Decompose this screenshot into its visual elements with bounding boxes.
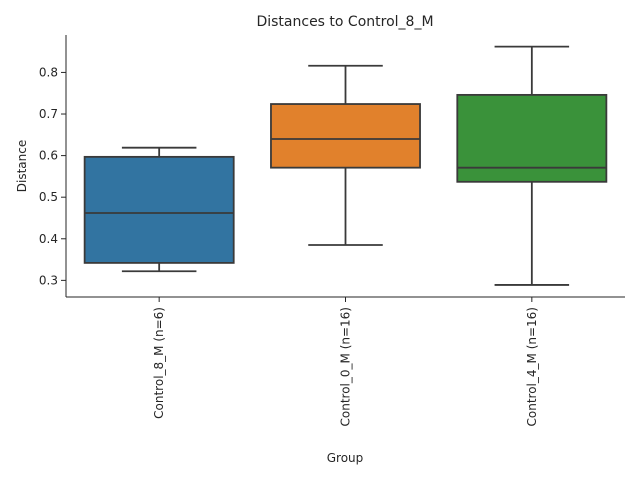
x-tick-label: Control_0_M (n=16) (339, 307, 353, 426)
y-axis-ticks: 0.3 0.4 0.5 0.6 0.7 0.8 (39, 65, 66, 287)
y-tick-label: 0.6 (39, 149, 58, 163)
x-tick-label: Control_8_M (n=6) (152, 307, 166, 419)
x-axis-ticks: Control_8_M (n=6) Control_0_M (n=16) Contr… (152, 297, 539, 426)
box-group (270, 64, 421, 246)
chart-title: Distances to Control_8_M (256, 14, 433, 30)
x-axis-label: Group (327, 451, 364, 465)
plot-area (83, 45, 608, 286)
box-iqr (456, 93, 608, 183)
box-group (456, 45, 608, 286)
y-tick-label: 0.4 (39, 232, 58, 246)
box-group (83, 146, 235, 273)
y-tick-label: 0.3 (39, 273, 58, 287)
y-tick-label: 0.5 (39, 190, 58, 204)
x-tick-label: Control_4_M (n=16) (525, 307, 539, 426)
y-tick-label: 0.8 (39, 65, 58, 79)
y-axis-label: Distance (15, 140, 29, 192)
y-tick-label: 0.7 (39, 107, 58, 121)
box-iqr (270, 103, 421, 169)
box-iqr (83, 155, 235, 264)
